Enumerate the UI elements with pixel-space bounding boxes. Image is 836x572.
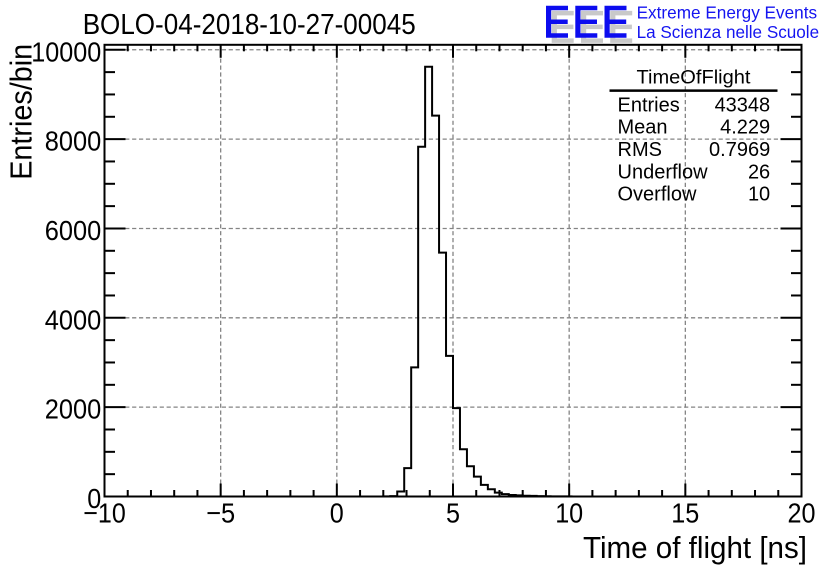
svg-text:26: 26 — [748, 161, 770, 183]
svg-text:BOLO-04-2018-10-27-00045: BOLO-04-2018-10-27-00045 — [83, 9, 416, 41]
svg-text:0: 0 — [87, 483, 101, 514]
svg-text:TimeOfFlight: TimeOfFlight — [637, 68, 752, 89]
svg-text:15: 15 — [671, 498, 699, 529]
svg-text:Mean: Mean — [618, 117, 668, 139]
svg-text:2000: 2000 — [45, 394, 102, 425]
svg-text:Underflow: Underflow — [618, 161, 709, 183]
svg-text:−10: −10 — [83, 498, 126, 529]
svg-text:10000: 10000 — [31, 36, 101, 67]
svg-text:Overflow: Overflow — [618, 184, 697, 206]
svg-text:0.7969: 0.7969 — [709, 139, 770, 161]
svg-text:RMS: RMS — [618, 139, 662, 161]
svg-text:4.229: 4.229 — [720, 117, 770, 139]
svg-text:10: 10 — [748, 184, 770, 206]
svg-text:0: 0 — [330, 498, 344, 529]
svg-text:10: 10 — [555, 498, 583, 529]
svg-text:La Scienza nelle Scuole: La Scienza nelle Scuole — [637, 22, 820, 42]
svg-text:8000: 8000 — [45, 126, 102, 157]
svg-text:−5: −5 — [206, 498, 235, 529]
svg-text:5: 5 — [446, 498, 460, 529]
svg-text:Entries: Entries — [618, 95, 680, 117]
svg-text:Extreme Energy Events: Extreme Energy Events — [637, 3, 818, 23]
svg-text:4000: 4000 — [45, 304, 102, 335]
svg-text:20: 20 — [788, 498, 816, 529]
svg-text:Entries/bin: Entries/bin — [4, 44, 39, 180]
svg-text:43348: 43348 — [715, 95, 771, 117]
svg-text:Time of flight [ns]: Time of flight [ns] — [583, 530, 807, 565]
svg-text:6000: 6000 — [45, 215, 102, 246]
